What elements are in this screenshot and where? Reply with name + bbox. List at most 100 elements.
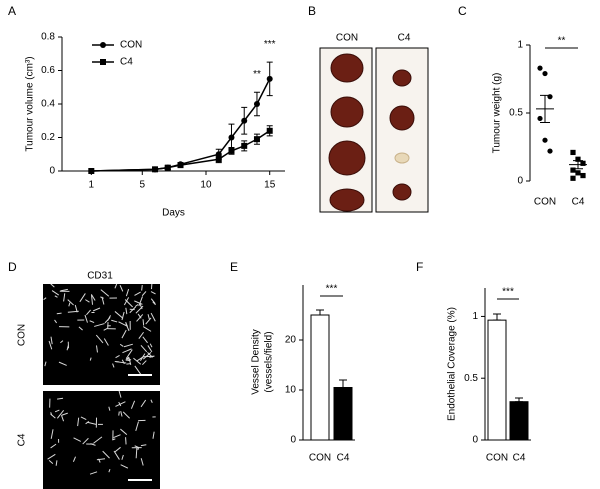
vessel: [121, 454, 124, 460]
vessel: [56, 312, 62, 315]
vessel: [138, 331, 144, 339]
vessel: [152, 301, 156, 306]
vessel: [79, 293, 86, 303]
error-bar: [573, 160, 583, 170]
vessel: [114, 311, 124, 319]
vessel: [114, 280, 119, 289]
y-tick-label: 1: [472, 311, 478, 322]
vessel: [108, 406, 111, 411]
vessel: [78, 326, 83, 331]
y-tick-label: 0.2: [41, 132, 55, 143]
marker: [228, 147, 235, 154]
vessel: [150, 298, 156, 304]
vessel: [113, 434, 121, 439]
significance-label: ***: [264, 39, 276, 50]
vessel: [141, 285, 143, 291]
vessel: [50, 429, 54, 439]
vessel: [68, 302, 71, 307]
bar: [487, 319, 507, 441]
vessel: [115, 354, 120, 359]
vessel: [142, 319, 145, 326]
vessel: [126, 357, 132, 361]
vessel: [100, 296, 104, 299]
tumour-photos: [319, 47, 429, 213]
panel-letter: C: [458, 4, 467, 18]
vessel: [80, 416, 87, 420]
vessel: [54, 409, 60, 413]
vessel: [119, 284, 124, 292]
vessels: [43, 280, 156, 375]
vessel: [123, 343, 133, 348]
error-bar: [493, 313, 501, 321]
vessel: [90, 294, 94, 305]
marker: [570, 167, 576, 173]
marker: [164, 164, 171, 171]
vessel: [48, 460, 54, 464]
vessel: [134, 365, 142, 375]
y-axis-label: Tumour weight (g): [492, 73, 503, 154]
vessel: [50, 283, 55, 288]
vessel: [108, 468, 111, 473]
marker: [537, 65, 543, 71]
marker: [100, 59, 106, 65]
vessel: [125, 349, 133, 359]
y-tick-label: 0: [290, 435, 296, 446]
vessel: [149, 355, 155, 358]
x-tick-label: C4: [337, 453, 350, 464]
vessel: [63, 293, 66, 302]
vessel: [95, 345, 98, 353]
vessel: [140, 353, 146, 362]
vessel: [89, 320, 95, 324]
image-title: CD31: [87, 271, 113, 282]
marker: [537, 115, 543, 122]
vessel: [136, 314, 144, 322]
marker: [88, 168, 95, 174]
y-tick-label: 0: [472, 435, 478, 446]
vessel: [61, 412, 68, 416]
vessel: [120, 428, 128, 436]
vessel: [56, 409, 65, 419]
vessel: [103, 338, 109, 346]
bar: [333, 387, 353, 441]
vessel: [119, 343, 124, 347]
vessel: [47, 453, 56, 460]
vessel: [77, 417, 80, 427]
marker: [253, 101, 260, 107]
vessel: [58, 361, 67, 366]
vessel: [147, 345, 153, 353]
vessel: [73, 437, 82, 442]
marker: [253, 136, 260, 143]
vessel: [102, 450, 110, 459]
vessel: [140, 344, 148, 353]
significance-label: **: [253, 69, 261, 80]
vessel: [54, 319, 58, 324]
vessel: [149, 343, 153, 348]
vessel: [150, 291, 156, 295]
marker: [575, 170, 581, 176]
vessel: [54, 295, 58, 298]
vessel: [113, 450, 120, 460]
vessel: [89, 471, 98, 475]
x-axis-label: Days: [162, 208, 185, 219]
bar: [509, 401, 529, 441]
error-bar: [540, 94, 550, 124]
vessel: [128, 357, 132, 366]
vessel: [72, 456, 77, 462]
vessel: [48, 340, 53, 350]
vessel: [60, 288, 68, 292]
vessel: [114, 446, 121, 453]
micrograph: [43, 391, 160, 489]
vessel: [125, 288, 130, 297]
x-tick-label: C4: [513, 453, 526, 464]
vessel: [50, 443, 57, 449]
vessel: [152, 431, 155, 439]
vessel: [142, 351, 152, 360]
y-tick-label: 0.5: [464, 373, 478, 384]
marker: [266, 127, 273, 134]
vessel: [60, 414, 65, 422]
x-tick-label: 5: [139, 180, 145, 191]
marker: [542, 137, 548, 143]
vessel: [138, 296, 143, 307]
vessel: [90, 443, 96, 446]
